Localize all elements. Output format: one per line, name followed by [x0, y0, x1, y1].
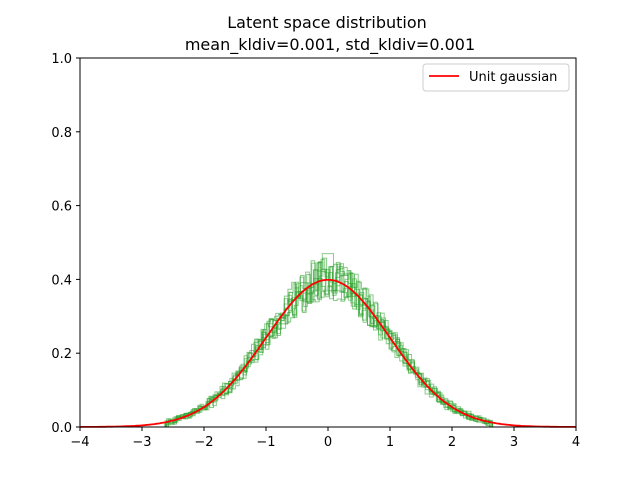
x-tick-label: 4	[572, 435, 580, 450]
y-tick-label: 0.2	[51, 347, 72, 362]
histogram-series	[164, 261, 493, 427]
legend: Unit gaussian	[422, 63, 570, 92]
x-tick-label: −2	[194, 435, 213, 450]
y-tick-label: 0.0	[51, 421, 72, 436]
x-tick-label: 2	[448, 435, 456, 450]
curve-layer	[79, 278, 577, 428]
legend-box	[422, 63, 570, 92]
y-tick-label: 1.0	[51, 52, 72, 67]
y-tick-label: 0.8	[51, 126, 72, 141]
x-tick-label: −1	[256, 435, 275, 450]
chart-title: Latent space distribution	[227, 13, 427, 32]
x-axis: −4 −3 −2 −1 0 1 2 3 4	[70, 427, 580, 450]
x-tick-label: 3	[510, 435, 518, 450]
x-tick-label: −4	[70, 435, 89, 450]
chart-subtitle: mean_kldiv=0.001, std_kldiv=0.001	[185, 35, 475, 55]
legend-label-unit-gaussian: Unit gaussian	[469, 70, 557, 85]
x-tick-label: 1	[386, 435, 394, 450]
y-axis: 0.0 0.2 0.4 0.6 0.8 1.0	[51, 52, 80, 436]
y-tick-label: 0.4	[51, 273, 72, 288]
x-tick-label: −3	[132, 435, 151, 450]
plot-area	[79, 253, 577, 428]
y-tick-label: 0.6	[51, 200, 72, 215]
x-tick-label: 0	[324, 435, 332, 450]
unit-gaussian-line	[79, 278, 577, 428]
